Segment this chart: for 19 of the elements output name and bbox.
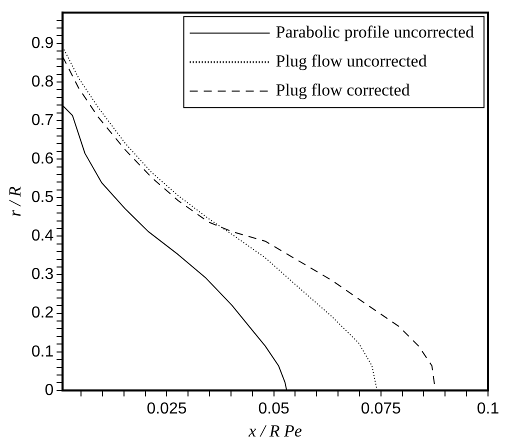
y-tick-label: 0.1	[31, 343, 54, 360]
y-tick-label: 0.5	[31, 189, 54, 206]
x-tick-label: 0.1	[476, 400, 500, 418]
y-tick-label: 0.4	[31, 228, 54, 245]
y-tick-label: 0.3	[31, 266, 54, 284]
y-tick-label: 0.9	[31, 34, 54, 52]
y-tick-label: 0	[44, 382, 54, 399]
x-tick-label: 0.05	[258, 400, 290, 418]
x-tick-label: 0.075	[360, 400, 402, 418]
legend-label: Parabolic profile uncorrected	[276, 22, 474, 42]
y-tick-label: 0.7	[31, 112, 54, 129]
y-tick-label: 0.2	[31, 304, 54, 322]
legend-label: Plug flow corrected	[276, 80, 410, 100]
y-tick-label: 0.8	[31, 73, 54, 90]
y-axis-title: r / R	[6, 186, 25, 217]
x-axis-title: x / R Pe	[248, 421, 302, 440]
legend-label: Plug flow uncorrected	[276, 52, 428, 71]
x-tick-label: 0.025	[146, 400, 187, 418]
y-tick-label: 0.6	[31, 150, 54, 168]
